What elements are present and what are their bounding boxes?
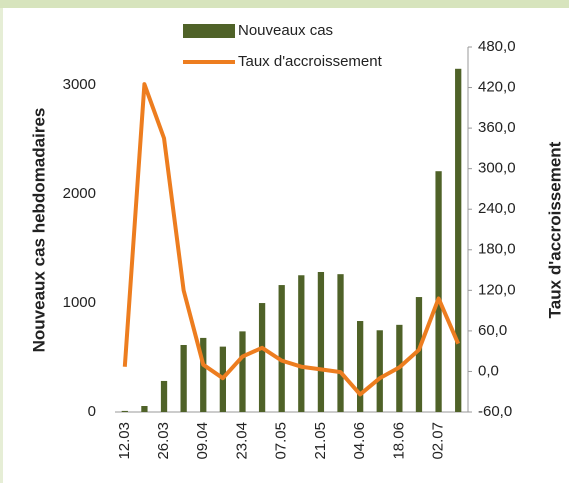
bar — [278, 285, 285, 412]
x-tick-label: 07.05 — [273, 422, 290, 460]
bar — [160, 380, 168, 412]
x-tick-label: 09.04 — [194, 422, 211, 460]
bar — [435, 171, 442, 412]
y-tick-label: 3000 — [63, 76, 96, 93]
bar — [455, 68, 462, 412]
x-tick-label: 26.03 — [155, 422, 172, 460]
legend-swatch — [183, 24, 235, 38]
y-tick-label: 0 — [88, 403, 96, 420]
bar — [376, 330, 383, 412]
bar — [180, 344, 187, 412]
y2-tick-label: -60,0 — [478, 403, 512, 420]
legend-label: Taux d'accroissement — [238, 53, 383, 70]
y2-tick-label: 240,0 — [478, 200, 516, 217]
y2-tick-label: 180,0 — [478, 241, 516, 258]
bar — [141, 406, 148, 412]
bar — [298, 275, 305, 412]
left-strip — [0, 8, 3, 483]
y2-tick-label: 420,0 — [478, 79, 516, 96]
y-tick-label: 2000 — [63, 185, 96, 202]
x-tick-label: 21.05 — [312, 422, 329, 460]
x-tick-label: 12.03 — [116, 422, 133, 460]
y2-axis-title: Taux d'accroissement — [545, 141, 564, 318]
y2-tick-label: 480,0 — [478, 38, 516, 55]
line — [122, 82, 461, 397]
y2-tick-label: 0,0 — [478, 362, 499, 379]
bar — [121, 410, 128, 412]
y-axis-title: Nouveaux cas hebdomadaires — [29, 108, 48, 353]
x-tick-label: 18.06 — [390, 422, 407, 460]
x-tick-label: 04.06 — [351, 422, 368, 460]
y2-tick-label: 120,0 — [478, 281, 516, 298]
y-tick-label: 1000 — [63, 294, 96, 311]
y2-tick-label: 60,0 — [478, 322, 507, 339]
bar — [415, 297, 423, 412]
bar — [357, 321, 364, 412]
bar — [337, 274, 344, 412]
x-tick-label: 02.07 — [430, 422, 447, 460]
bar — [258, 303, 266, 412]
bar — [239, 331, 246, 412]
bar — [200, 337, 207, 412]
y2-tick-label: 300,0 — [478, 160, 516, 177]
x-tick-label: 23.04 — [233, 422, 250, 460]
y2-tick-label: 360,0 — [478, 119, 516, 136]
top-strip — [0, 0, 569, 8]
bar — [317, 271, 325, 412]
legend-label: Nouveaux cas — [238, 22, 333, 39]
